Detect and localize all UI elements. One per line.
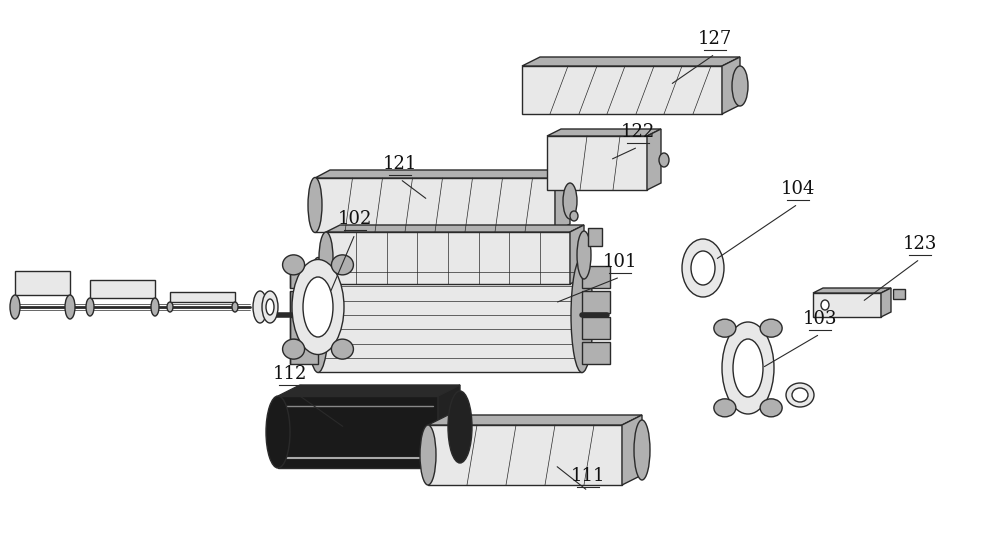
- Ellipse shape: [151, 298, 159, 316]
- Ellipse shape: [714, 319, 736, 337]
- Ellipse shape: [10, 295, 20, 319]
- Polygon shape: [555, 170, 570, 232]
- Ellipse shape: [714, 399, 736, 417]
- FancyBboxPatch shape: [290, 317, 318, 339]
- Ellipse shape: [262, 291, 278, 323]
- Ellipse shape: [722, 322, 774, 414]
- Polygon shape: [813, 288, 891, 293]
- Polygon shape: [570, 225, 584, 284]
- Ellipse shape: [253, 291, 267, 323]
- Ellipse shape: [571, 257, 593, 372]
- Polygon shape: [428, 415, 642, 425]
- Ellipse shape: [634, 420, 650, 480]
- Ellipse shape: [760, 399, 782, 417]
- Ellipse shape: [691, 251, 715, 285]
- FancyBboxPatch shape: [290, 266, 318, 288]
- Text: 112: 112: [273, 365, 307, 383]
- Ellipse shape: [563, 183, 577, 219]
- FancyBboxPatch shape: [582, 342, 610, 364]
- Text: 127: 127: [698, 30, 732, 48]
- Text: 122: 122: [621, 123, 655, 141]
- Polygon shape: [438, 385, 460, 468]
- Ellipse shape: [283, 339, 305, 359]
- Text: 103: 103: [803, 310, 837, 328]
- Polygon shape: [326, 225, 584, 232]
- Text: 111: 111: [571, 467, 605, 485]
- Ellipse shape: [331, 255, 353, 275]
- Ellipse shape: [167, 302, 173, 312]
- Ellipse shape: [682, 239, 724, 297]
- FancyBboxPatch shape: [582, 266, 610, 288]
- Polygon shape: [881, 288, 891, 317]
- Ellipse shape: [792, 388, 808, 402]
- Polygon shape: [278, 385, 460, 396]
- Polygon shape: [278, 396, 438, 468]
- Polygon shape: [813, 293, 881, 317]
- FancyBboxPatch shape: [170, 292, 235, 302]
- FancyBboxPatch shape: [893, 289, 905, 299]
- Text: 104: 104: [781, 180, 815, 198]
- Ellipse shape: [732, 66, 748, 106]
- Ellipse shape: [65, 295, 75, 319]
- Ellipse shape: [577, 231, 591, 279]
- Polygon shape: [622, 415, 642, 485]
- FancyBboxPatch shape: [582, 317, 610, 339]
- Ellipse shape: [303, 277, 333, 337]
- Ellipse shape: [420, 425, 436, 485]
- Ellipse shape: [307, 257, 329, 372]
- Ellipse shape: [232, 302, 238, 312]
- Ellipse shape: [319, 232, 333, 284]
- Ellipse shape: [760, 319, 782, 337]
- Polygon shape: [315, 178, 555, 232]
- Text: 102: 102: [338, 210, 372, 228]
- Ellipse shape: [448, 391, 472, 463]
- Polygon shape: [428, 425, 622, 485]
- Text: 123: 123: [903, 235, 937, 253]
- Polygon shape: [522, 57, 740, 66]
- Ellipse shape: [266, 299, 274, 315]
- Ellipse shape: [570, 211, 578, 221]
- Polygon shape: [647, 129, 661, 190]
- Ellipse shape: [786, 383, 814, 407]
- Polygon shape: [522, 66, 722, 114]
- Polygon shape: [318, 258, 582, 372]
- FancyBboxPatch shape: [90, 280, 155, 298]
- Ellipse shape: [659, 153, 669, 167]
- Polygon shape: [315, 170, 570, 178]
- Ellipse shape: [733, 339, 763, 397]
- Polygon shape: [547, 136, 647, 190]
- Ellipse shape: [821, 300, 829, 310]
- FancyBboxPatch shape: [290, 342, 318, 364]
- Ellipse shape: [308, 178, 322, 233]
- Text: 101: 101: [603, 253, 637, 271]
- FancyBboxPatch shape: [290, 291, 318, 313]
- Text: 121: 121: [383, 155, 417, 173]
- Polygon shape: [326, 232, 570, 284]
- Ellipse shape: [266, 396, 290, 468]
- FancyBboxPatch shape: [582, 291, 610, 313]
- FancyBboxPatch shape: [588, 228, 602, 246]
- Ellipse shape: [292, 259, 344, 354]
- Ellipse shape: [331, 339, 353, 359]
- Ellipse shape: [283, 255, 305, 275]
- Polygon shape: [722, 57, 740, 114]
- FancyBboxPatch shape: [15, 271, 70, 295]
- Ellipse shape: [86, 298, 94, 316]
- Polygon shape: [547, 129, 661, 136]
